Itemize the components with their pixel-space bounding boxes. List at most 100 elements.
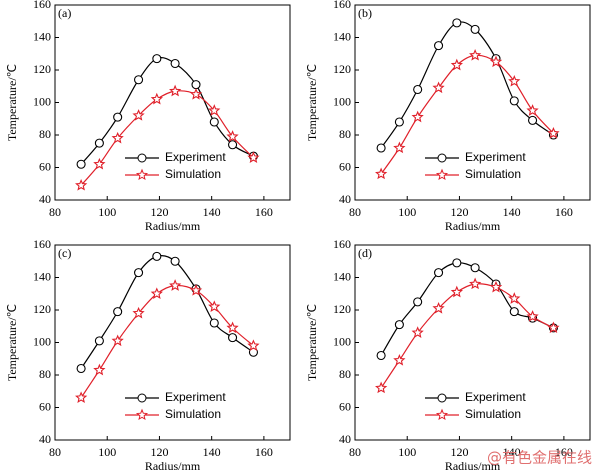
star-marker xyxy=(75,178,88,191)
y-tick-label: 140 xyxy=(33,269,51,283)
x-tick-label: 80 xyxy=(349,205,361,219)
x-tick-label: 100 xyxy=(98,445,116,459)
star-marker xyxy=(132,306,145,319)
x-tick-label: 160 xyxy=(255,445,273,459)
star-marker xyxy=(469,277,482,290)
circle-marker xyxy=(152,54,162,64)
y-tick-label: 160 xyxy=(33,237,51,251)
x-tick-label: 100 xyxy=(398,445,416,459)
star-marker xyxy=(411,110,424,123)
y-tick-label: 100 xyxy=(33,334,51,348)
circle-marker xyxy=(94,336,104,346)
star-marker xyxy=(150,287,163,299)
watermark: @有色金属在线 xyxy=(487,449,592,467)
star-marker xyxy=(450,58,463,71)
star-marker xyxy=(508,74,521,87)
series-line xyxy=(380,54,554,175)
y-tick-label: 40 xyxy=(339,432,351,446)
star-marker xyxy=(547,321,560,334)
circle-marker xyxy=(134,75,144,85)
y-tick-label: 80 xyxy=(39,367,51,381)
circle-marker xyxy=(152,251,162,261)
legend-label: Simulation xyxy=(465,407,521,421)
x-tick-label: 140 xyxy=(203,445,221,459)
star-marker xyxy=(547,126,560,139)
star-marker xyxy=(208,300,221,312)
y-tick-label: 100 xyxy=(333,334,351,348)
y-tick-label: 100 xyxy=(333,94,351,108)
y-tick-label: 40 xyxy=(39,432,51,446)
circle-marker xyxy=(134,268,144,278)
circle-marker xyxy=(170,256,180,266)
star-marker xyxy=(132,109,145,121)
star-marker xyxy=(189,87,203,100)
y-tick-label: 120 xyxy=(33,302,51,316)
legend-marker xyxy=(135,408,149,421)
series-line xyxy=(80,57,254,165)
star-marker xyxy=(432,301,445,314)
circle-marker xyxy=(470,263,480,273)
circle-marker xyxy=(170,58,180,69)
legend-label: Simulation xyxy=(465,167,521,181)
star-marker xyxy=(375,381,388,394)
star-marker xyxy=(393,141,406,154)
star-marker xyxy=(93,157,106,170)
circle-marker xyxy=(191,80,201,90)
star-marker xyxy=(526,310,539,322)
y-tick-label: 160 xyxy=(333,0,351,11)
y-tick-label: 60 xyxy=(339,159,351,173)
star-marker xyxy=(508,292,521,304)
circle-marker xyxy=(394,320,404,330)
star-marker xyxy=(469,48,482,61)
y-tick-label: 160 xyxy=(33,0,51,11)
x-axis-label: Radius/mm xyxy=(145,459,201,473)
legend-label: Experiment xyxy=(465,390,526,404)
x-tick-label: 160 xyxy=(255,205,273,219)
y-tick-label: 80 xyxy=(339,127,351,141)
x-tick-label: 120 xyxy=(450,445,468,459)
x-tick-label: 120 xyxy=(450,205,468,219)
star-marker xyxy=(75,391,88,403)
legend-marker xyxy=(137,153,147,163)
y-tick-label: 120 xyxy=(33,62,51,76)
circle-marker xyxy=(452,18,462,28)
series-line xyxy=(380,262,554,356)
legend-marker xyxy=(435,168,449,181)
star-marker xyxy=(226,130,239,142)
circle-marker xyxy=(434,268,444,278)
y-tick-label: 160 xyxy=(333,237,351,251)
circle-marker xyxy=(434,41,444,51)
circle-marker xyxy=(376,143,386,153)
circle-marker xyxy=(413,84,423,95)
star-marker xyxy=(169,279,182,291)
legend-label: Experiment xyxy=(165,390,226,404)
x-axis-label: Radius/mm xyxy=(445,219,501,233)
x-tick-label: 80 xyxy=(349,445,361,459)
circle-marker xyxy=(113,307,123,317)
y-axis-label: Temperature/℃ xyxy=(305,64,319,141)
circle-marker xyxy=(394,117,404,127)
star-marker xyxy=(93,363,106,376)
legend-label: Experiment xyxy=(465,150,526,164)
y-tick-label: 120 xyxy=(333,302,351,316)
star-marker xyxy=(526,104,539,116)
series-line xyxy=(80,254,254,369)
series-line xyxy=(80,284,254,399)
circle-marker xyxy=(113,112,123,122)
y-tick-label: 120 xyxy=(333,62,351,76)
legend-label: Experiment xyxy=(165,150,226,164)
legend-label: Simulation xyxy=(165,407,221,421)
x-tick-label: 140 xyxy=(503,205,521,219)
series-line xyxy=(380,283,554,389)
star-marker xyxy=(432,81,445,94)
circle-marker xyxy=(76,363,86,374)
star-marker xyxy=(150,92,163,105)
star-marker xyxy=(247,151,260,163)
legend-marker xyxy=(437,153,447,163)
circle-marker xyxy=(470,24,480,34)
star-marker xyxy=(208,104,221,116)
y-tick-label: 60 xyxy=(39,399,51,413)
x-tick-label: 140 xyxy=(503,445,521,459)
x-tick-label: 140 xyxy=(203,205,221,219)
